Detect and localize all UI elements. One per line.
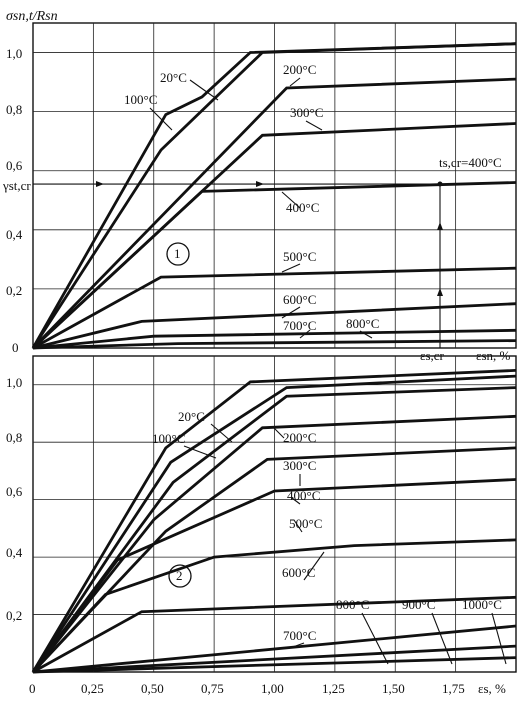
leader-line (291, 497, 301, 505)
tick-label: 0,25 (81, 681, 104, 696)
x-axis-label-top: εsn, % (476, 348, 511, 363)
tick-label: 0,6 (6, 158, 23, 173)
t-cr-annotation: ts,cr=400°C (439, 155, 502, 170)
leader-line (189, 79, 219, 101)
series-label: 600°C (283, 292, 316, 307)
curves (31, 42, 517, 674)
arrow-head-icon (96, 181, 104, 188)
leader-line (273, 427, 285, 439)
leader-line (289, 77, 301, 87)
series-label: 400°C (286, 200, 319, 215)
series-p1-4 (32, 181, 517, 350)
tick-label: 0,8 (6, 102, 22, 117)
series-label: 20°C (178, 409, 205, 424)
tick-label: 1,00 (261, 681, 284, 696)
tick-label: 0,50 (141, 681, 164, 696)
series-label: 300°C (290, 105, 323, 120)
series-label: 300°C (283, 458, 316, 473)
leader-line (281, 306, 301, 319)
leader-line (149, 107, 173, 131)
series-p2-5 (31, 478, 517, 673)
series-p2-3 (31, 414, 517, 673)
series-label: 200°C (283, 62, 316, 77)
series-label: 700°C (283, 318, 316, 333)
tick-label: 0 (29, 681, 36, 696)
tick-label: 1,0 (6, 46, 22, 61)
series-label: 100°C (124, 92, 157, 107)
panel-marker-1 (166, 242, 190, 266)
y-axis-label: σsn,t/Rsn (6, 9, 58, 24)
tick-label: 0,2 (6, 608, 22, 623)
series-label: 800°C (346, 316, 379, 331)
series-label: 500°C (289, 516, 322, 531)
series-label: 800°C (336, 597, 369, 612)
series-label: 600°C (282, 565, 315, 580)
series-label: 20°C (160, 70, 187, 85)
leader-line (183, 445, 217, 459)
series-p1-8 (32, 339, 517, 350)
tick-label: 1,75 (442, 681, 465, 696)
series-label: 700°C (283, 628, 316, 643)
arrow-head-icon (437, 222, 443, 230)
arrow-head-icon (437, 288, 443, 296)
series-label: 900°C (402, 597, 435, 612)
panel-marker-2 (168, 564, 192, 588)
series-p1-7 (32, 328, 517, 350)
tick-label: 1,25 (322, 681, 345, 696)
leader-line (305, 120, 323, 131)
leader-line (491, 612, 507, 665)
arrow-head-icon (256, 181, 264, 188)
series-p2-8 (32, 624, 517, 674)
tick-label: 0,2 (6, 283, 22, 298)
series-label: 200°C (283, 430, 316, 445)
series-label: 1000°C (462, 597, 502, 612)
panel-label-2: 2 (176, 568, 183, 583)
series-p1-6 (32, 302, 517, 350)
series-p1-2 (31, 77, 517, 349)
leader-line (281, 191, 301, 209)
x-axis-label-bottom: εs, % (478, 681, 506, 696)
series-p2-0 (31, 369, 517, 673)
leader-line (281, 263, 301, 273)
series-p2-1 (31, 374, 517, 673)
series-p1-1 (31, 42, 517, 349)
tick-label: 0,6 (6, 484, 23, 499)
tick-label: 0,8 (6, 430, 22, 445)
tick-label: 0,4 (6, 545, 23, 560)
panel-label-1: 1 (174, 246, 181, 261)
series-p2-7 (32, 595, 517, 674)
tick-label: 1,50 (382, 681, 405, 696)
leader-line (431, 612, 453, 665)
series-p2-9 (32, 644, 517, 674)
leader-line (303, 551, 325, 581)
series-p2-6 (31, 538, 517, 673)
series-p1-5 (32, 266, 517, 350)
tick-label: 0,75 (201, 681, 224, 696)
series-p2-10 (32, 656, 517, 674)
tick-label: 0 (12, 340, 19, 355)
tick-label: 0,4 (6, 227, 23, 242)
series-label: 100°C (152, 431, 185, 446)
leader-line (293, 519, 303, 533)
series-label: 400°C (287, 488, 320, 503)
eps-cr-annotation: εs,cr (420, 348, 445, 363)
grid (32, 22, 517, 673)
gamma-annotation: γst,cr (2, 178, 31, 193)
series-label: 500°C (283, 249, 316, 264)
tick-label: 1,0 (6, 375, 22, 390)
